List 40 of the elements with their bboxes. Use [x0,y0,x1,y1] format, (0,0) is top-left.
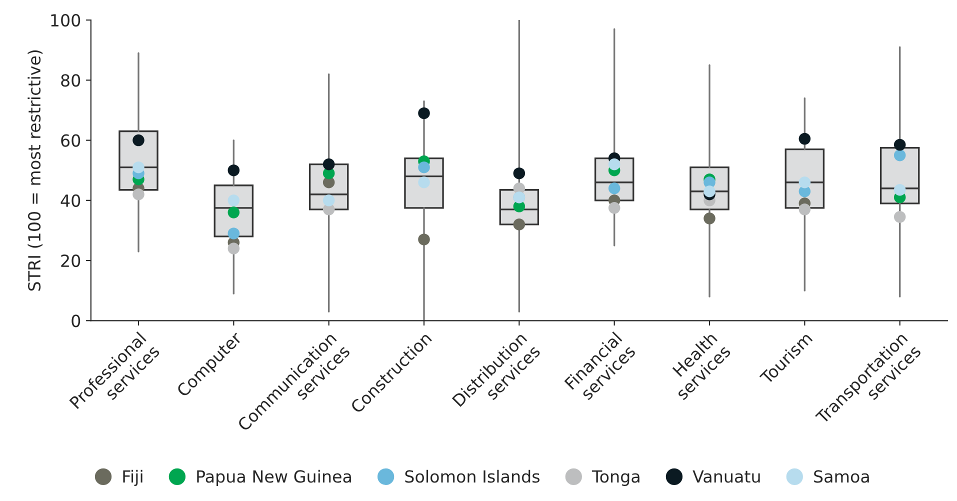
y-tick-label: 40 [60,194,80,207]
y-tick-label: 0 [72,314,80,328]
point [798,132,811,145]
point [418,107,430,120]
point [798,176,811,188]
point [894,149,906,162]
point [228,164,240,176]
point [132,161,144,174]
point [228,242,240,254]
y-tick-label: 60 [61,134,80,147]
point [608,182,620,194]
point [798,204,811,216]
point [418,176,430,188]
y-tick-label: 20 [61,254,80,268]
point [418,161,430,174]
point [418,234,430,246]
legend-label: Tonga [592,470,640,486]
point [608,202,620,214]
point [228,206,240,218]
legend-label: Vanuatu [692,470,760,483]
legend-label: Fiji [123,470,142,486]
point [132,134,144,146]
legend-label: Papua New Guinea [197,470,351,486]
point [608,158,620,170]
point [322,194,335,206]
legend-label: Samoa [814,470,869,483]
point [513,167,526,180]
point [894,184,906,196]
legend-label: Solomon Islands [405,470,540,483]
point [894,211,906,223]
point [513,218,526,230]
point [228,228,240,240]
point [132,188,144,200]
point [322,158,335,170]
point [228,194,240,206]
point [704,212,716,224]
point [894,138,906,151]
y-tick-label: 80 [61,74,80,87]
y-axis-title: STRI (100 = most restrictive) [28,50,43,291]
y-tick-label: 100 [51,14,80,27]
